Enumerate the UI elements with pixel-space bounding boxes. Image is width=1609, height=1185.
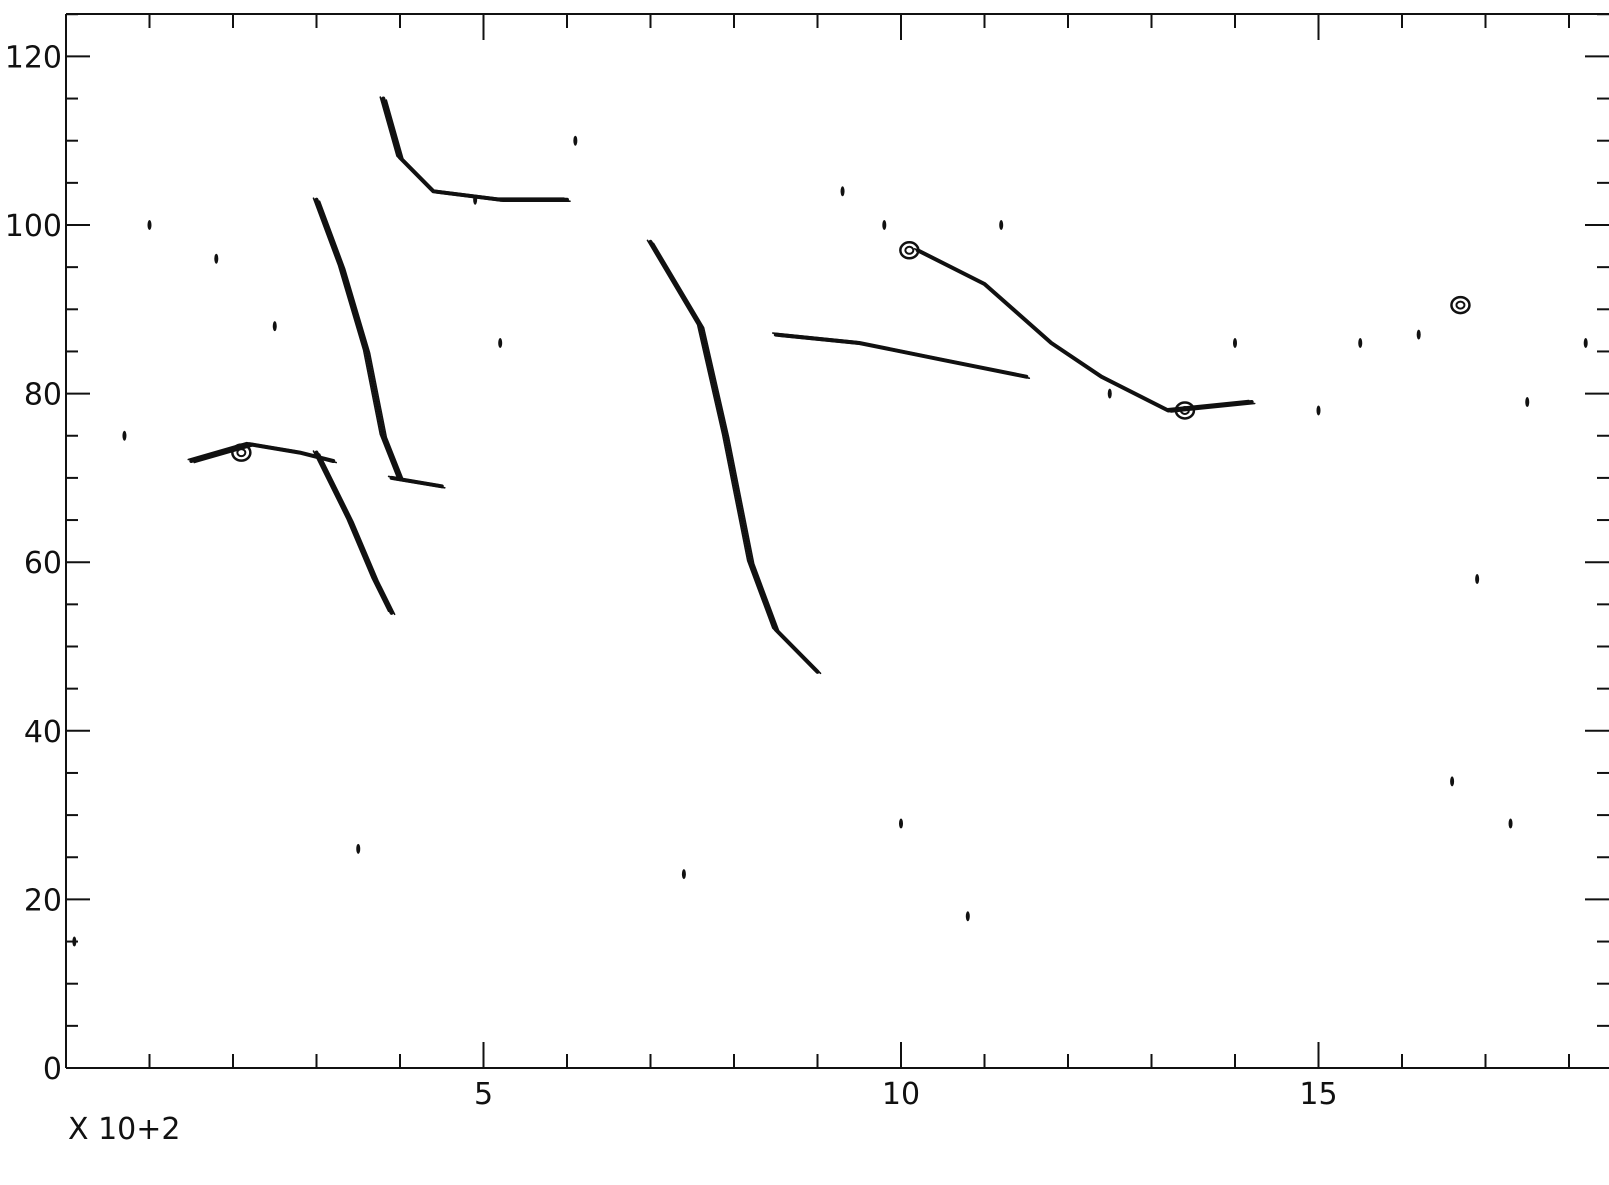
noise-speck	[1107, 388, 1112, 399]
contour-blob-inner	[1179, 405, 1190, 415]
y-tick-label: 100	[5, 209, 62, 244]
noise-speck	[214, 253, 219, 264]
noise-speck	[840, 186, 845, 197]
x-axis-multiplier-label: X 10+2	[68, 1112, 181, 1147]
noise-speck	[999, 220, 1004, 230]
contour-trace-6	[648, 239, 820, 674]
y-tick-labels: 0 20 40 60 80 100 120	[5, 40, 62, 1087]
noise-speck	[1525, 397, 1530, 408]
noise-speck	[1316, 405, 1321, 416]
y-tick-label: 60	[24, 546, 62, 581]
noise-speck	[1508, 818, 1513, 829]
x-tick-labels: 5101520253035	[474, 1077, 1338, 1112]
y-tick-label: 120	[5, 40, 62, 75]
contour-trace-5	[393, 478, 446, 489]
noise-speck	[1416, 329, 1421, 340]
contour-blob-inner	[904, 245, 915, 255]
contour-trace-7	[919, 251, 1256, 413]
contour-blob	[1174, 401, 1196, 420]
contour-trace-1	[312, 197, 398, 478]
contour-trace-6	[652, 242, 822, 675]
contour-trace-1	[314, 197, 402, 480]
noise-speck	[1358, 338, 1363, 349]
contour-trace-2	[318, 453, 396, 616]
noise-speck	[147, 220, 152, 230]
contour-traces	[187, 96, 1256, 675]
noise-speck	[356, 843, 361, 854]
contour-trace-2	[314, 450, 394, 615]
noise-speck	[498, 338, 503, 349]
x-tick-label: 5	[474, 1077, 493, 1112]
axis-ticks	[66, 13, 1609, 1068]
noise-speck	[965, 911, 970, 922]
y-tick-label: 0	[43, 1052, 62, 1087]
noise-speck	[1475, 574, 1480, 585]
contour-trace-8	[777, 335, 1031, 380]
noise-speck	[899, 818, 903, 829]
contour-trace-7	[915, 248, 1254, 413]
contour-trace-8	[773, 332, 1029, 379]
contour-blob	[1450, 295, 1471, 315]
y-tick-label: 40	[24, 715, 62, 750]
noise-speck	[272, 321, 277, 332]
noise-specks	[72, 135, 1588, 947]
contour-trace-4	[193, 444, 338, 464]
y-tick-label: 20	[24, 883, 62, 918]
x-tick-label: 10	[882, 1077, 920, 1112]
contour-blob	[231, 443, 252, 462]
x-tick-label: 15	[1299, 1077, 1337, 1112]
contour-trace-3	[381, 96, 569, 202]
contour-trace-3	[379, 96, 565, 199]
noise-speck	[122, 430, 127, 441]
contour-trace-5	[389, 475, 444, 489]
noise-speck	[473, 194, 478, 205]
contour-trace-3	[385, 99, 571, 202]
noise-speck	[1583, 338, 1588, 349]
noise-speck	[681, 869, 686, 880]
contour-blob	[899, 241, 920, 260]
y-tick-label: 80	[24, 378, 62, 413]
contour-blob-inner	[236, 448, 247, 458]
contour-blob-inner	[1455, 300, 1466, 310]
contour-trace-2	[312, 450, 390, 613]
noise-speck	[1233, 338, 1237, 349]
noise-speck	[882, 220, 887, 230]
contour-trace-1	[318, 200, 404, 481]
contour-blobs	[231, 241, 1471, 462]
noise-speck	[72, 936, 77, 947]
noise-speck	[1450, 776, 1455, 787]
plot-frame	[65, 13, 1609, 1069]
noise-speck	[573, 135, 578, 146]
